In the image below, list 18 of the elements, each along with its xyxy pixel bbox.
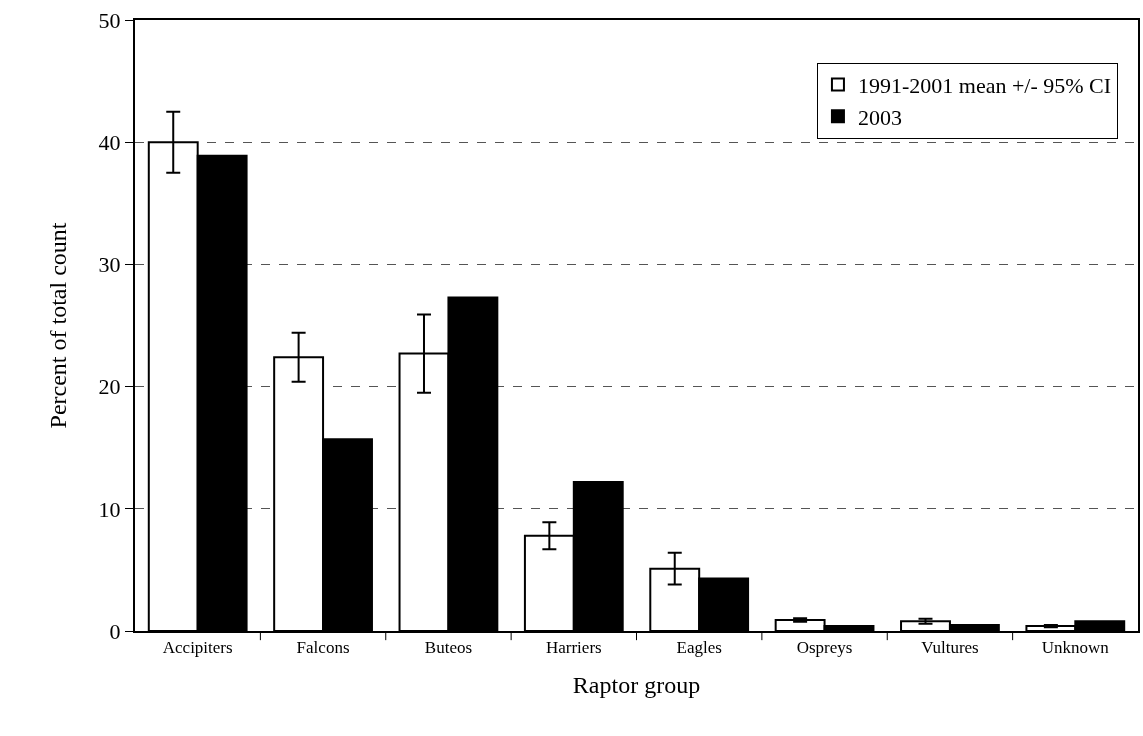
x-tick-label: Harriers xyxy=(545,638,602,658)
y-tick-label: 40 xyxy=(98,129,121,155)
legend-label: 2003 xyxy=(857,104,902,130)
y-tick-label: 30 xyxy=(98,252,121,278)
x-tick-label: Accipiters xyxy=(162,638,233,658)
x-tick-label: Eagles xyxy=(676,638,722,658)
x-tick-label: Ospreys xyxy=(796,638,853,658)
x-tick-label: Vultures xyxy=(921,638,979,658)
y-tick-label: 10 xyxy=(98,496,121,522)
y-tick-label: 50 xyxy=(98,7,121,33)
x-tick-label: Falcons xyxy=(296,638,350,658)
y-tick-label: 0 xyxy=(109,618,121,644)
x-axis-title: Raptor group xyxy=(572,672,701,699)
y-axis-title: Percent of total count xyxy=(45,222,72,429)
x-tick-label: Unknown xyxy=(1041,638,1110,658)
x-tick-label: Buteos xyxy=(424,638,473,658)
legend-label: 1991-2001 mean +/- 95% CI xyxy=(857,73,1112,99)
y-tick-label: 20 xyxy=(98,374,121,400)
